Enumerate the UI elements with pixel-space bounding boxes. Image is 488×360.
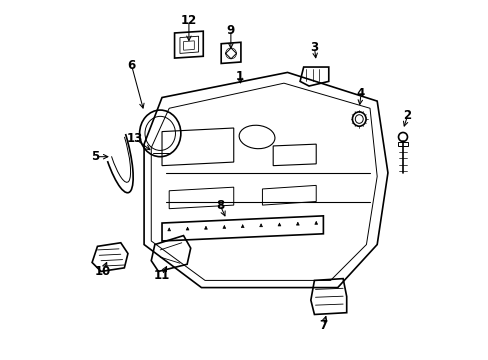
Text: 1: 1	[235, 69, 244, 82]
Text: 6: 6	[127, 59, 135, 72]
Text: 4: 4	[356, 87, 365, 100]
Text: 7: 7	[319, 319, 327, 332]
Text: 5: 5	[91, 150, 99, 163]
Text: 3: 3	[310, 41, 318, 54]
Text: 12: 12	[181, 14, 197, 27]
Text: 2: 2	[403, 109, 411, 122]
Text: 9: 9	[226, 24, 235, 37]
Text: 13: 13	[127, 132, 143, 145]
Text: 11: 11	[154, 269, 170, 282]
Text: 10: 10	[95, 265, 111, 278]
Text: 8: 8	[216, 199, 224, 212]
